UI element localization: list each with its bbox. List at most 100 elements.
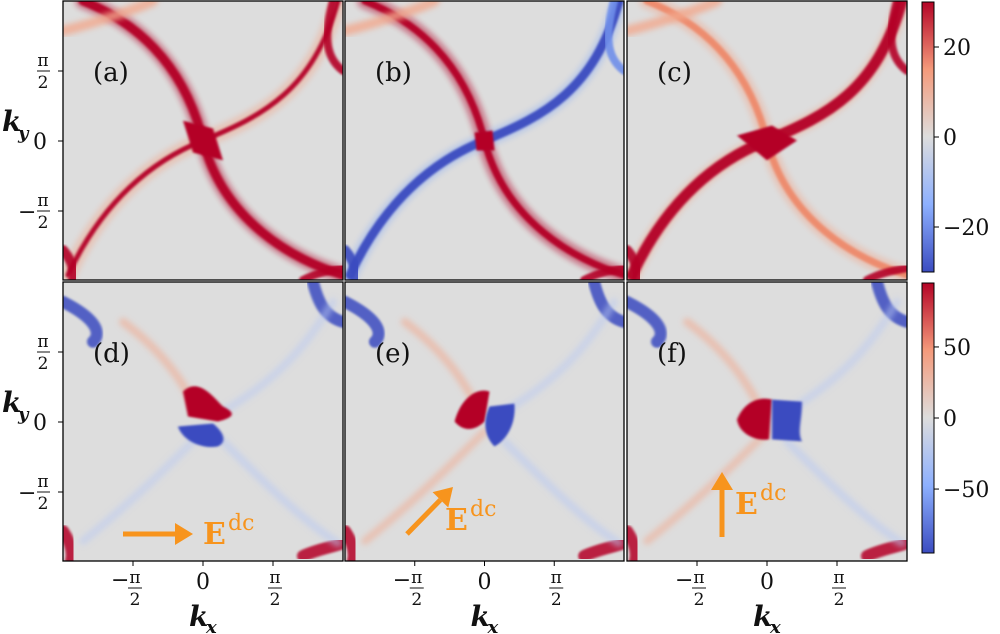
fermi-surface-band	[323, 1, 343, 75]
field-superscript: dc	[470, 497, 496, 522]
arrow-head	[175, 523, 193, 545]
hotspot-blob	[485, 403, 515, 447]
x-axis-label: k	[753, 600, 772, 633]
colorbar-tick-label: 20	[943, 36, 971, 61]
tick-denominator: 2	[834, 590, 845, 610]
fermi-surface-band	[299, 264, 343, 280]
heatmap-content	[63, 1, 343, 280]
y-tick-label: 0	[33, 130, 47, 155]
panel-e: (e) E dc	[344, 281, 625, 562]
y-axis-label: k	[2, 105, 21, 138]
y-tick-label: π2	[37, 51, 50, 93]
fermi-surface-band	[345, 1, 440, 36]
x-tick-label: π2	[268, 568, 282, 610]
tick-denominator: 2	[130, 590, 141, 610]
field-label: E	[445, 503, 468, 538]
y-tick-label: − π2	[18, 191, 50, 233]
fermi-surface-band	[345, 295, 385, 348]
colorbar-tick-label: 0	[943, 407, 957, 432]
fermi-surface-band	[783, 437, 906, 548]
fermi-surface-band	[345, 525, 360, 561]
panel-label: (a)	[93, 58, 129, 88]
panels-layer: (a) (b) (c) (d) E dc (e) E dc (f) E dc	[62, 0, 908, 562]
tick-numerator: π	[129, 568, 140, 588]
colorbar-tick-label: 0	[943, 126, 957, 151]
tick-denominator: 2	[38, 494, 49, 514]
panel-f: (f) E dc	[626, 281, 908, 562]
tick-denominator: 2	[694, 590, 705, 610]
tick-sign: −	[675, 568, 693, 593]
field-superscript: dc	[760, 481, 786, 506]
colorbars-layer: 20 0 −20 50 0 −50	[921, 1, 989, 554]
hotspot-blob	[737, 125, 797, 161]
x-tick-label: π2	[832, 568, 846, 610]
panel-b: (b)	[344, 0, 625, 281]
fermi-surface-band	[604, 1, 624, 75]
x-axis-label: k	[189, 600, 208, 633]
fermi-surface-band	[783, 297, 901, 416]
tick-numerator: π	[693, 568, 704, 588]
fermi-surface-band	[63, 295, 103, 348]
hotspot-blob	[454, 390, 490, 429]
heatmap-pattern	[63, 282, 343, 561]
tick-denominator: 2	[38, 213, 49, 233]
field-label: E	[735, 487, 758, 522]
fermi-surface-band	[627, 1, 722, 36]
colorbar-gradient	[921, 1, 935, 273]
x-axis-label-subscript: x	[487, 617, 499, 634]
tick-numerator: π	[37, 51, 48, 71]
panel-label: (b)	[375, 58, 412, 88]
x-tick-label: − π2	[111, 568, 142, 610]
colorbar-tick-label: −20	[943, 216, 989, 241]
colorbar-tick-label: 50	[943, 336, 971, 361]
heatmap-pattern	[627, 1, 907, 280]
fermi-surface-band	[627, 525, 642, 561]
hotspot-blob	[474, 130, 495, 151]
panel-label: (f)	[657, 339, 687, 369]
fermi-surface-band	[871, 282, 907, 328]
colorbar-tick-label: −50	[943, 478, 989, 503]
tick-numerator: π	[269, 568, 280, 588]
panel-label: (c)	[657, 58, 692, 88]
hotspot-blob	[772, 399, 802, 442]
fermi-surface-band	[63, 245, 79, 280]
y-tick-label: − π2	[18, 472, 50, 514]
tick-denominator: 2	[411, 590, 422, 610]
tick-numerator: π	[37, 191, 48, 211]
heatmap-content	[63, 282, 343, 561]
tick-numerator: π	[37, 472, 48, 492]
colorbar-1: 20 0 −20	[921, 1, 989, 273]
heatmap-pattern	[627, 282, 907, 561]
tick-sign: −	[18, 200, 36, 225]
tick-denominator: 2	[38, 73, 49, 93]
heatmap-content	[627, 282, 907, 561]
fermi-surface-band	[79, 427, 207, 546]
x-tick-label: 0	[478, 570, 492, 595]
fermi-surface-band	[627, 245, 643, 280]
tick-sign: −	[393, 568, 411, 593]
arrow-head	[432, 487, 453, 508]
tick-denominator: 2	[270, 590, 281, 610]
fermi-surface-band	[63, 1, 158, 36]
heatmap-pattern	[345, 282, 624, 561]
x-tick-label: π2	[549, 568, 564, 610]
fermi-surface-band	[500, 437, 624, 548]
tick-denominator: 2	[551, 590, 562, 610]
fermi-surface-band	[219, 297, 337, 416]
y-axis-label-subscript: y	[17, 404, 30, 425]
x-tick-label: 0	[196, 570, 210, 595]
hotspot-blob	[183, 120, 223, 161]
panel-d: (d) E dc	[62, 281, 344, 562]
tick-sign: −	[18, 481, 36, 506]
x-axis-label-subscript: x	[205, 617, 217, 634]
fermi-surface-band	[887, 1, 907, 75]
panel-a: (a)	[62, 0, 344, 281]
heatmap-pattern	[63, 1, 343, 280]
